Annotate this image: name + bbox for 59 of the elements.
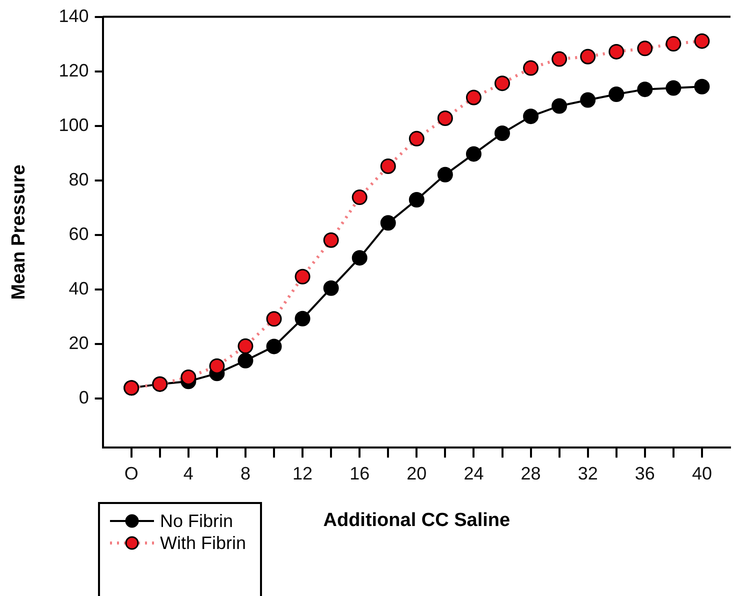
point — [266, 311, 282, 327]
point — [466, 90, 482, 106]
x-tick-label: 16 — [350, 463, 370, 484]
point — [608, 44, 624, 60]
point — [294, 268, 310, 284]
point — [238, 352, 254, 368]
x-tick-label: 8 — [240, 463, 250, 484]
point — [608, 86, 624, 102]
y-tick-label: 120 — [58, 60, 89, 80]
x-axis-title: Additional CC Saline — [323, 510, 510, 531]
point — [694, 78, 710, 94]
point — [494, 76, 510, 92]
point — [380, 215, 396, 231]
point — [209, 358, 225, 374]
legend-label: With Fibrin — [160, 532, 246, 554]
point — [352, 250, 368, 266]
point — [552, 98, 568, 114]
y-tick-label: 100 — [58, 114, 89, 135]
x-tick-label: 12 — [292, 463, 313, 484]
y-tick-label: 80 — [68, 169, 89, 190]
point — [580, 92, 596, 108]
point — [437, 110, 453, 126]
point — [580, 48, 596, 64]
point — [323, 232, 339, 248]
point — [552, 51, 568, 67]
point — [523, 108, 539, 124]
y-tick-label: 0 — [78, 387, 89, 408]
point — [408, 192, 424, 208]
point — [352, 190, 368, 206]
x-tick-label: 4 — [183, 463, 194, 484]
point — [238, 338, 254, 354]
point — [380, 158, 396, 174]
point — [408, 130, 424, 146]
x-tick-label: O — [124, 463, 138, 484]
point — [180, 370, 196, 386]
x-tick-label: 40 — [692, 463, 712, 484]
x-tick-label: 36 — [634, 463, 655, 484]
point — [466, 146, 482, 162]
point — [523, 60, 539, 76]
point — [294, 310, 310, 326]
point — [637, 40, 653, 56]
y-tick-label: 140 — [58, 6, 89, 26]
point — [666, 36, 682, 52]
point — [323, 280, 339, 296]
y-axis-title: Mean Pressure — [8, 164, 30, 300]
x-tick-label: 28 — [520, 463, 541, 484]
x-tick-label: 20 — [406, 463, 427, 484]
point — [437, 166, 453, 182]
point — [494, 125, 510, 141]
point — [666, 80, 682, 96]
y-tick-label: 60 — [68, 224, 89, 244]
y-tick-label: 40 — [68, 278, 89, 298]
point — [266, 338, 282, 354]
point — [694, 33, 710, 49]
x-tick-label: 32 — [578, 463, 598, 484]
y-tick-label: 20 — [68, 332, 89, 353]
point — [637, 82, 653, 98]
x-tick-label: 24 — [464, 463, 484, 484]
legend-label: No Fibrin — [160, 510, 234, 532]
